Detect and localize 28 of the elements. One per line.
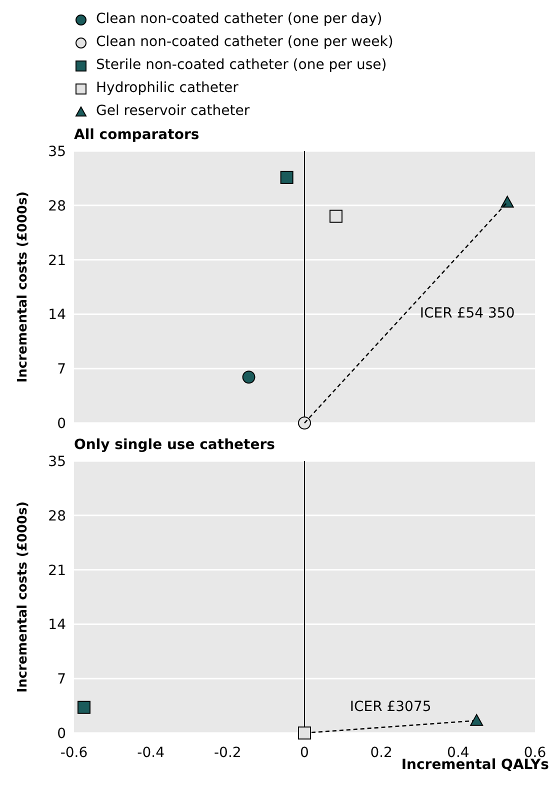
legend-label: Gel reservoir catheter bbox=[96, 102, 250, 121]
y-tick-label: 21 bbox=[48, 562, 66, 579]
y-axis-title: Incremental costs (£000s) bbox=[16, 191, 31, 383]
chart-title: All comparators bbox=[73, 127, 200, 143]
chart-title: Only single use catheters bbox=[73, 437, 276, 453]
annotation: ICER £3075 bbox=[350, 698, 432, 715]
y-tick-label: 21 bbox=[48, 252, 66, 269]
x-tick-label: 0.2 bbox=[370, 744, 392, 761]
x-tick-label: -0.2 bbox=[214, 744, 242, 761]
y-tick-label: 7 bbox=[57, 362, 66, 378]
legend-label: Clean non-coated catheter (one per week) bbox=[96, 33, 394, 52]
annotation: ICER £54 350 bbox=[420, 306, 515, 322]
y-tick-label: 28 bbox=[48, 198, 66, 214]
y-axis-title: Incremental costs (£000s) bbox=[16, 501, 31, 693]
y-tick-label: 0 bbox=[57, 726, 66, 742]
x-tick-label: -0.6 bbox=[60, 744, 88, 761]
y-tick-label: 28 bbox=[48, 508, 66, 524]
x-tick-label: 0 bbox=[300, 744, 309, 761]
y-tick-label: 14 bbox=[48, 307, 66, 324]
y-tick-label: 35 bbox=[48, 144, 66, 160]
y-tick-label: 14 bbox=[48, 617, 66, 634]
y-tick-label: 7 bbox=[57, 672, 66, 688]
legend-label: Clean non-coated catheter (one per day) bbox=[96, 10, 382, 29]
y-tick-label: 35 bbox=[48, 454, 66, 470]
legend-label: Sterile non-coated catheter (one per use) bbox=[96, 56, 387, 75]
legend-label: Hydrophilic catheter bbox=[96, 79, 238, 98]
y-tick-label: 0 bbox=[57, 416, 66, 432]
x-tick-label: -0.4 bbox=[137, 744, 165, 761]
